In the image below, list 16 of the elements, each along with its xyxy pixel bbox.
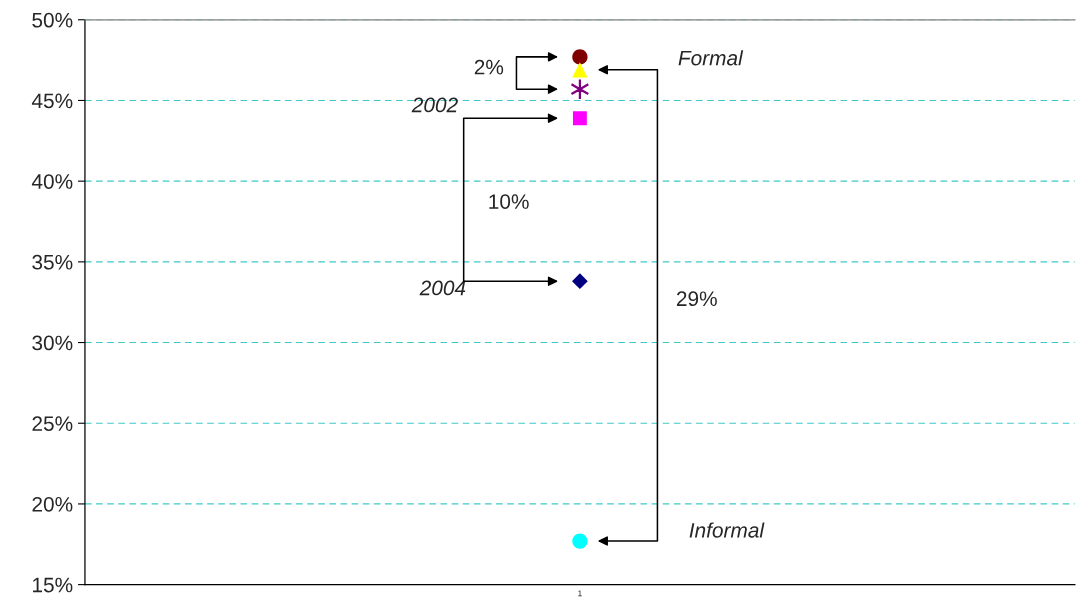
annotation: 2004 [419, 280, 466, 296]
annotation: 2% [474, 59, 504, 75]
annotation: 29% [676, 291, 717, 307]
x-tick-label: 1 [578, 590, 582, 597]
y-tick-label: 20% [32, 496, 73, 512]
y-tick-label: 15% [33, 577, 73, 593]
annotation: Informal [689, 522, 765, 538]
y-tick-label: 30% [32, 335, 73, 351]
y-tick-label: 40% [31, 174, 73, 189]
annotation: 10% [489, 194, 529, 209]
annotation: 2002 [411, 97, 458, 113]
y-tick-label: 50% [32, 12, 73, 28]
y-tick-label: 25% [32, 416, 73, 431]
y-tick-label: 35% [32, 254, 73, 270]
y-tick-label: 45% [31, 93, 73, 109]
annotation: Formal [678, 50, 744, 66]
